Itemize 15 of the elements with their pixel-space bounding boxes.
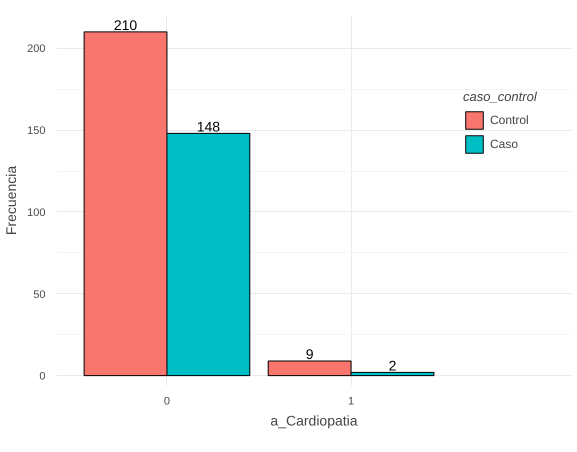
y-axis-title: Frecuencia [3, 166, 20, 236]
x-axis-title: a_Cardiopatia [270, 412, 358, 428]
y-tick-label: 100 [27, 206, 46, 219]
data-label: 148 [196, 118, 220, 134]
legend-label: Caso [490, 137, 518, 151]
y-tick-label: 150 [27, 125, 46, 138]
data-label: 210 [114, 16, 138, 33]
data-label: 2 [388, 357, 397, 374]
data-label: 9 [306, 346, 314, 362]
legend-title: caso_control [463, 89, 537, 104]
legend-label: Control [490, 113, 529, 127]
y-tick-label: 50 [33, 288, 46, 301]
x-tick-label: 1 [348, 396, 354, 408]
y-tick-label: 0 [39, 370, 46, 383]
y-tick-label: 200 [27, 43, 46, 56]
